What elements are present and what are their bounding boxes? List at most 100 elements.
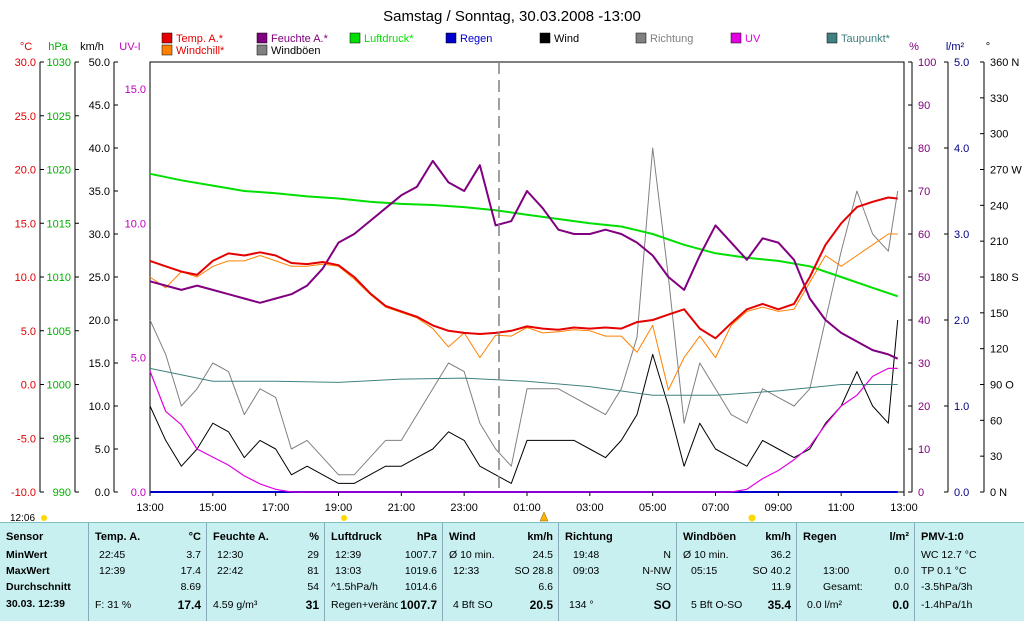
statistics-table: Sensor MinWert MaxWert Durchschnitt 30.0… bbox=[0, 522, 1024, 621]
pmv-trend3h: -3.5hPa/3h bbox=[921, 581, 973, 593]
legend-swatch bbox=[256, 44, 268, 56]
gusts-current: 35.4 bbox=[767, 598, 791, 612]
pmv-windchill: WC 12.7 °C bbox=[921, 549, 977, 561]
pmv-column: PMV-1:0 WC 12.7 °C TP 0.1 °C -3.5hPa/3h … bbox=[914, 523, 1024, 621]
legend-swatch bbox=[635, 32, 647, 44]
axis-tick-wind_kmh: 15.0 bbox=[89, 358, 110, 370]
legend-swatch bbox=[161, 32, 173, 44]
x-axis: 13:00 15:00 17:00 19:00 21:00 23:00 01:00 03:00… bbox=[136, 492, 918, 514]
axis-tick-humidity_pct: 30 bbox=[918, 358, 930, 370]
axis-tick-direction_deg: 240 bbox=[990, 200, 1008, 212]
pmv-header: PMV-1:0 bbox=[921, 531, 964, 543]
humidity-max-value: 81 bbox=[307, 565, 319, 577]
gusts-avg-value: 11.9 bbox=[771, 581, 791, 593]
wind-column: Wind km/h Ø 10 min. 24.5 12:33 SO 28.8 6… bbox=[442, 523, 559, 621]
axis-tick-temp_C: 5.0 bbox=[21, 326, 36, 338]
legend-label: Windchill* bbox=[176, 45, 225, 57]
gusts-column: Windböen km/h Ø 10 min. 36.2 05:15 SO 40… bbox=[676, 523, 797, 621]
series-feuchte-a bbox=[149, 159, 899, 360]
rain-unit: l/m² bbox=[889, 531, 909, 543]
series-layer bbox=[149, 147, 899, 493]
humidity-max-time: 22:42 bbox=[217, 565, 244, 577]
axis-tick-direction_deg: 60 bbox=[990, 415, 1002, 427]
pmv-trend1h: -1.4hPa/1h bbox=[921, 599, 973, 611]
axis-tick-wind_kmh: 45.0 bbox=[89, 100, 110, 112]
sunset-icon bbox=[341, 515, 347, 521]
avg-label: Durchschnitt bbox=[6, 581, 71, 593]
sensor-header: Sensor bbox=[6, 531, 44, 543]
series-wind bbox=[149, 319, 899, 484]
axis-tick-humidity_pct: 90 bbox=[918, 100, 930, 112]
pressure-current: 1007.7 bbox=[398, 598, 437, 612]
pressure-header: Luftdruck bbox=[331, 531, 382, 543]
pressure-unit: hPa bbox=[416, 531, 437, 543]
max-label: MaxWert bbox=[6, 565, 50, 577]
direction-max-value: N-NW bbox=[642, 565, 671, 577]
pressure-forecast: Regen+veränd. bbox=[331, 599, 404, 611]
axis-tick-temp_C: 10.0 bbox=[15, 272, 36, 284]
series-windchill bbox=[149, 233, 898, 391]
gusts-max-time: 05:15 bbox=[691, 565, 718, 577]
axis-tick-rain_lm2: 4.0 bbox=[954, 143, 969, 155]
pressure-max-value: 1019.6 bbox=[404, 565, 437, 577]
legend-label: Luftdruck* bbox=[364, 33, 414, 45]
axis-tick-direction_deg: 30 bbox=[990, 451, 1002, 463]
axis-tick-direction_deg: 180 S bbox=[990, 272, 1019, 284]
axis-unit-rain_lm2: l/m² bbox=[946, 41, 965, 53]
humidity-avg-value: 54 bbox=[307, 581, 319, 593]
legend-swatch bbox=[161, 44, 173, 56]
axis-tick-humidity_pct: 60 bbox=[918, 229, 930, 241]
weather-chart: Samstag / Sonntag, 30.03.2008 -13:00 Tem… bbox=[10, 8, 1022, 524]
axis-tick-temp_C: 25.0 bbox=[15, 111, 36, 123]
wind-max-time: 12:33 bbox=[453, 565, 480, 577]
gusts-header: Windböen bbox=[683, 531, 737, 543]
series-taupunkt bbox=[149, 367, 898, 396]
x-tick-label: 13:00 bbox=[136, 502, 164, 514]
axis-tick-humidity_pct: 40 bbox=[918, 315, 930, 327]
wind-avg10-value: 24.5 bbox=[532, 549, 553, 561]
axis-tick-humidity_pct: 10 bbox=[918, 444, 930, 456]
temp-min-value: 3.7 bbox=[186, 549, 201, 561]
pressure-column: Luftdruck hPa 12:39 1007.7 13:03 1019.6 … bbox=[324, 523, 443, 621]
legend-swatch bbox=[445, 32, 457, 44]
legend: Temp. A.* Feuchte A.* Luftdruck* Regen Wind R… bbox=[161, 32, 891, 57]
rain-max-time: 13:00 bbox=[823, 565, 850, 577]
rain-footer-left: 0.0 l/m² bbox=[807, 599, 843, 611]
axis-tick-pressure_hPa: 1015 bbox=[47, 218, 71, 230]
axis-tick-pressure_hPa: 1025 bbox=[47, 111, 71, 123]
axis-tick-direction_deg: 270 W bbox=[990, 165, 1022, 177]
humidity-header: Feuchte A. bbox=[213, 531, 269, 543]
axis-unit-humidity_pct: % bbox=[909, 41, 919, 53]
legend-swatch bbox=[826, 32, 838, 44]
wind-current: 20.5 bbox=[529, 598, 553, 612]
temp-unit: °C bbox=[188, 531, 201, 543]
axis-tick-humidity_pct: 100 bbox=[918, 57, 936, 69]
axis-tick-direction_deg: 0 N bbox=[990, 487, 1007, 499]
direction-header: Richtung bbox=[565, 531, 613, 543]
axis-tick-pressure_hPa: 1000 bbox=[47, 380, 71, 392]
gusts-bft: 5 Bft O-SO bbox=[691, 599, 743, 611]
wind-avg10-label: Ø 10 min. bbox=[449, 549, 495, 561]
x-tick-label: 23:00 bbox=[450, 502, 478, 514]
x-tick-label: 11:00 bbox=[828, 502, 855, 514]
direction-degrees: 134 ° bbox=[569, 599, 594, 611]
series-uv bbox=[149, 367, 898, 493]
pmv-dewpoint: TP 0.1 °C bbox=[921, 565, 967, 577]
series-temp-a bbox=[149, 196, 898, 340]
axis-tick-uv: 10.0 bbox=[125, 218, 146, 230]
wind-unit: km/h bbox=[527, 531, 553, 543]
temp-min-time: 22:45 bbox=[99, 549, 126, 561]
humidity-footer-left: 4.59 g/m³ bbox=[213, 599, 258, 611]
current-time: 30.03. 12:39 bbox=[6, 598, 65, 610]
series-windb-en bbox=[149, 147, 899, 476]
humidity-min-time: 12:30 bbox=[217, 549, 244, 561]
axis-tick-wind_kmh: 40.0 bbox=[89, 143, 110, 155]
axis-tick-humidity_pct: 50 bbox=[918, 272, 930, 284]
axis-tick-wind_kmh: 35.0 bbox=[89, 186, 110, 198]
x-tick-label: 05:00 bbox=[639, 502, 667, 514]
axis-tick-rain_lm2: 0.0 bbox=[954, 487, 969, 499]
humidity-current: 31 bbox=[305, 598, 319, 612]
plot-area bbox=[149, 61, 905, 493]
axis-tick-uv: 5.0 bbox=[131, 353, 146, 365]
axis-tick-humidity_pct: 80 bbox=[918, 143, 930, 155]
